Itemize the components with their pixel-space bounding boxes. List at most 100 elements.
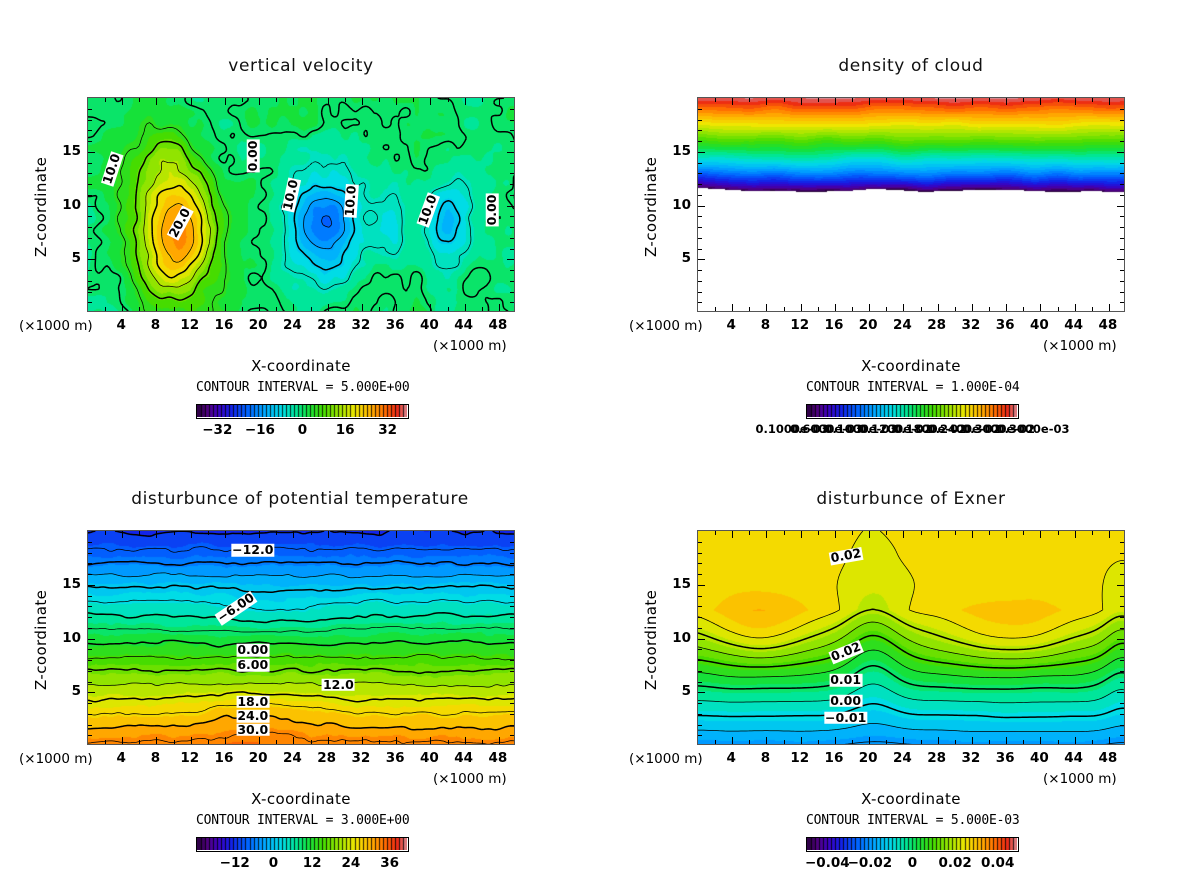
colorbar-gradient [196,837,409,852]
colorbar-tick-label: 0.2400e-02 [927,422,1001,436]
x-tick-label: 48 [488,750,508,766]
colorbar-tick-label: 0.1000e-03 [824,422,898,436]
x-tick-label: 20 [858,750,878,766]
plot-area: 0.02 0.02 0.01 0.00 −0.01 [697,530,1125,745]
x-tick-label: 48 [1098,750,1118,766]
x-tick-label: 40 [419,750,439,766]
colorbar: CONTOUR INTERVAL = 3.000E+00 −12 0 12 24 36 [196,813,410,871]
contour-label: 30.0 [236,721,270,737]
y-axis-units: (×1000 m) [629,751,703,767]
colorbar-tick-label: 0.6000e-03 [789,422,863,436]
plot-area: 10.0 0.00 10.0 20.0 10.0 10.0 0.00 [87,97,515,312]
x-tick-label: 24 [893,750,912,766]
contour-interval-label: CONTOUR INTERVAL = 5.000E-03 [806,813,1020,828]
x-tick-labels: 4 8 12 16 20 24 28 32 36 40 44 48 [697,317,1125,335]
contour-label: 0.00 [236,642,270,658]
y-tick-label: 15 [672,575,691,592]
colorbar-tick-label: −16 [244,422,275,438]
x-tick-label: 36 [385,750,405,766]
x-tick-label: 16 [214,317,234,333]
contour-interval-label: CONTOUR INTERVAL = 3.000E+00 [196,813,410,828]
plot-area [697,97,1125,312]
panel-title: disturbunce of Exner [816,489,1006,509]
y-tick-label: 5 [681,250,691,267]
x-tick-label: 44 [1064,750,1084,766]
x-axis-units: (×1000 m) [1043,771,1117,787]
panel-title: density of cloud [838,56,984,76]
colorbar-gradient [806,837,1019,852]
contour-label: 24.0 [236,708,270,724]
x-tick-label: 28 [317,317,337,333]
x-tick-label: 44 [454,750,474,766]
x-tick-label: 28 [927,750,947,766]
colorbar-tick-label: 0.1800e-02 [893,422,967,436]
x-tick-labels: 4 8 12 16 20 24 28 32 36 40 44 48 [697,750,1125,768]
colorbar-gradient [806,404,1019,419]
colorbar-tick-label: 0.1000e-03 [755,422,829,436]
y-tick-label: 5 [71,250,81,267]
y-axis-units: (×1000 m) [19,318,93,334]
panel-title: vertical velocity [228,56,374,76]
colorbar-tick-label: 0.3000e-03 [996,422,1070,436]
contour-interval-label: CONTOUR INTERVAL = 5.000E+00 [196,380,410,395]
x-tick-label: 4 [726,750,736,766]
x-axis-label: X-coordinate [251,790,351,808]
x-tick-label: 16 [824,317,844,333]
x-axis-units: (×1000 m) [1043,338,1117,354]
y-tick-label: 10 [672,196,691,213]
x-tick-label: 44 [454,317,474,333]
x-tick-label: 36 [385,317,405,333]
y-tick-labels: 5 10 15 [53,530,81,745]
x-tick-label: 40 [419,317,439,333]
colorbar-tick-label: 0.1200e-02 [858,422,932,436]
colorbar-tick-label: 0.02 [938,855,972,871]
colorbar-tick-label: −12 [219,855,250,871]
colorbar-tick-label: −0.02 [847,855,893,871]
x-tick-label: 24 [283,317,302,333]
x-tick-label: 20 [858,317,878,333]
y-tick-labels: 5 10 15 [663,530,691,745]
x-tick-label: 12 [790,750,810,766]
x-tick-label: 16 [214,750,234,766]
y-axis-units: (×1000 m) [629,318,703,334]
colorbar-tick-label: 12 [302,855,322,871]
x-axis-label: X-coordinate [251,357,351,375]
x-tick-label: 36 [995,317,1015,333]
x-tick-label: 28 [927,317,947,333]
x-tick-label: 24 [283,750,302,766]
x-tick-label: 8 [760,750,771,766]
panel-title: disturbunce of potential temperature [131,489,469,509]
x-tick-label: 20 [248,317,268,333]
colorbar-tick-label: 36 [380,855,400,871]
colorbar-tick-label: 0.3000e-02 [962,422,1036,436]
x-tick-label: 48 [488,317,508,333]
x-axis-label: X-coordinate [861,790,961,808]
x-tick-label: 24 [893,317,912,333]
field-raster [698,531,1124,744]
colorbar: CONTOUR INTERVAL = 1.000E-04 0.1000e-03 0.… [756,380,1070,436]
x-tick-label: 20 [248,750,268,766]
colorbar-tick-label: 24 [341,855,361,871]
x-tick-label: 32 [961,317,981,333]
y-tick-label: 5 [71,683,81,700]
x-tick-label: 28 [317,750,337,766]
x-tick-label: 8 [150,317,161,333]
x-axis-label: X-coordinate [861,357,961,375]
contour-label: 6.00 [236,657,270,673]
colorbar-tick-label: −32 [202,422,233,438]
colorbar-tick-labels: −12 0 12 24 36 [196,855,409,871]
contour-label: 18.0 [236,693,270,709]
colorbar-tick-labels: −0.04 −0.02 0 0.02 0.04 [805,855,1019,871]
colorbar-tick-labels: −32 −16 0 16 32 [196,422,409,438]
colorbar-canvas [807,405,1017,417]
contour-lines [88,531,514,744]
y-tick-label: 15 [672,142,691,159]
x-tick-label: 4 [116,750,126,766]
field-raster [698,98,1124,311]
colorbar-canvas [197,405,407,417]
colorbar-canvas [197,838,407,850]
